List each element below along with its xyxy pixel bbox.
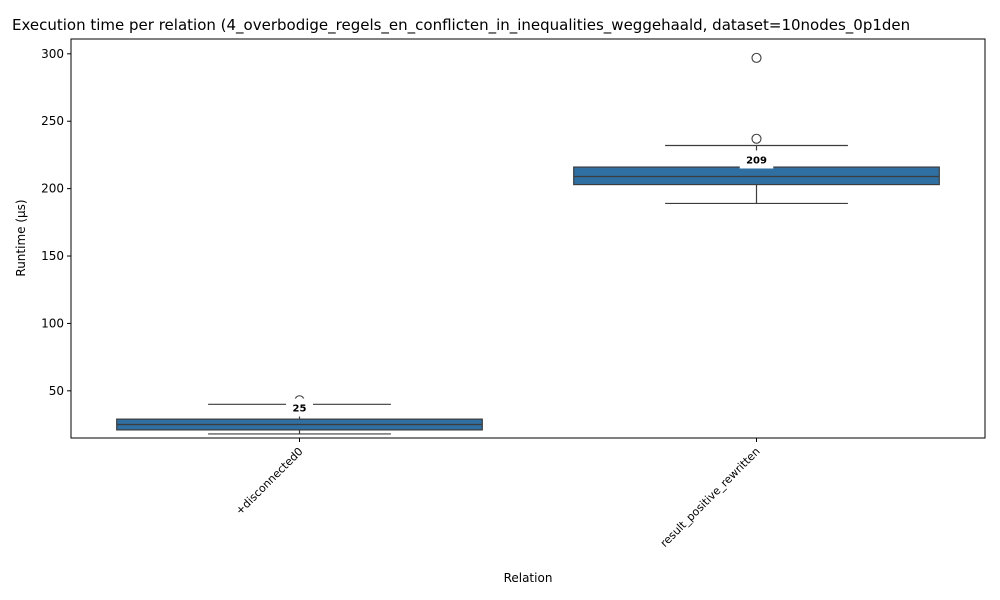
x-axis-label: Relation <box>504 571 553 585</box>
outlier-point <box>751 52 762 63</box>
y-tick-label: 200 <box>41 182 64 196</box>
axes-frame <box>70 38 986 439</box>
y-tick-label: 100 <box>41 316 64 330</box>
box-iqr <box>573 166 940 186</box>
x-tick-label: result_positive_rewritten <box>658 445 763 550</box>
y-tick-label: 150 <box>41 249 64 263</box>
median-label: 209 <box>746 155 767 166</box>
outlier-point <box>751 133 762 144</box>
chart-title: Execution time per relation (4_overbodig… <box>12 16 910 35</box>
median-label-bg <box>739 150 774 169</box>
x-tick-label: +disconnected0 <box>233 445 306 518</box>
y-axis-label: Runtime (µs) <box>14 199 28 276</box>
y-tick-label: 50 <box>49 384 64 398</box>
y-tick-label: 250 <box>41 114 64 128</box>
plot-area: 25 209 50 100 150 200 250 300 +disconnected0 resu… <box>41 38 986 550</box>
median-label: 25 <box>293 404 307 415</box>
y-tick-label: 300 <box>41 47 64 61</box>
median-label-bg <box>286 398 313 417</box>
